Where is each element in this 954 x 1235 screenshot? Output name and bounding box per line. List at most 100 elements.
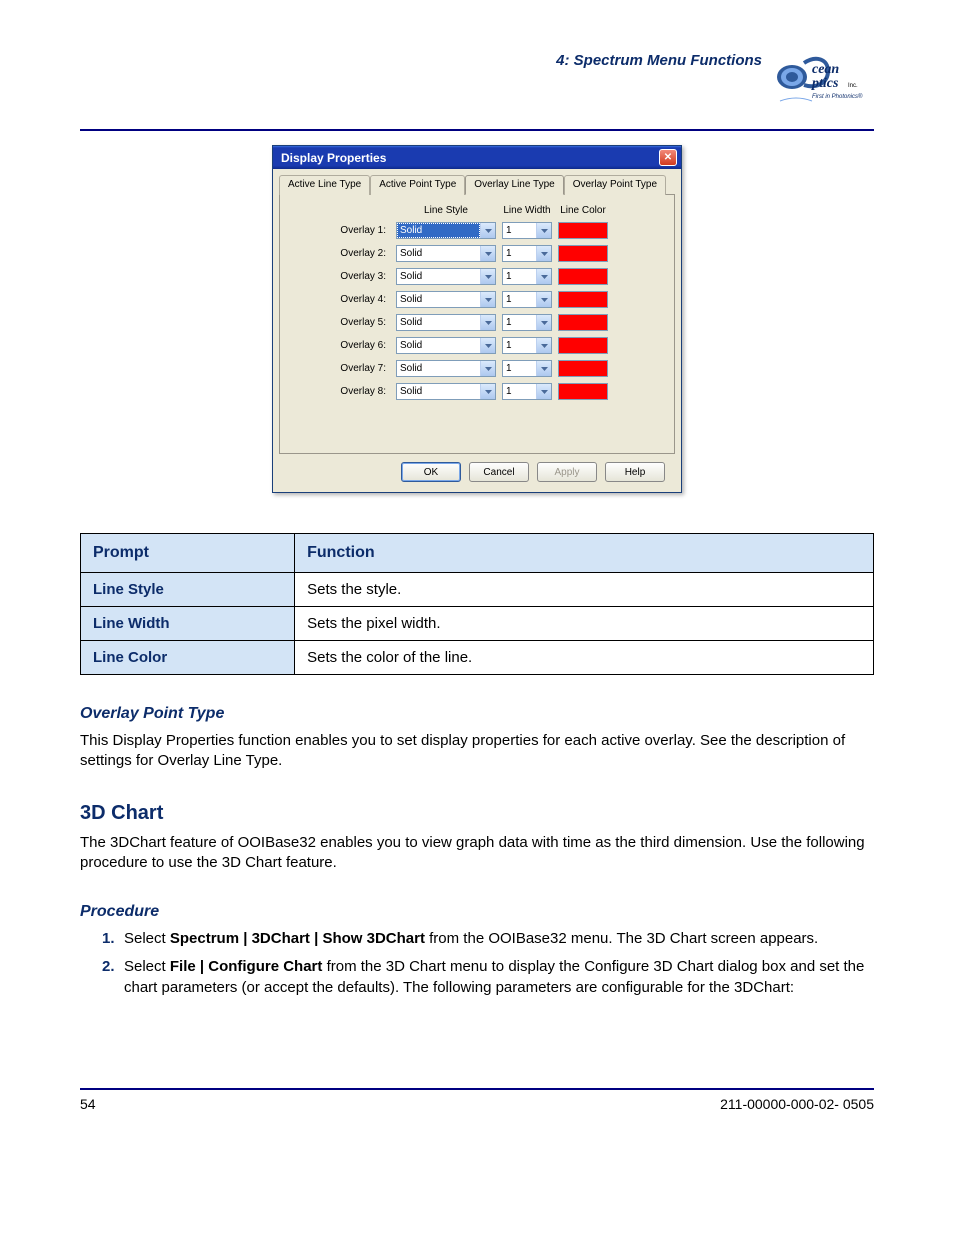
step-text: Select Spectrum | 3DChart | Show 3DChart… xyxy=(124,929,818,949)
overlay-row: Overlay 3: Solid 1 xyxy=(290,268,664,285)
line-color-swatch[interactable] xyxy=(558,245,608,262)
chevron-down-icon[interactable] xyxy=(536,292,551,307)
step-number: 1. xyxy=(102,929,124,949)
overlay-label: Overlay 8: xyxy=(290,386,390,397)
dialog-title: Display Properties xyxy=(281,151,386,165)
chevron-down-icon[interactable] xyxy=(480,292,495,307)
prompt-function-table: Prompt Function Line StyleSets the style… xyxy=(80,533,874,675)
col-line-color: Line Color xyxy=(558,205,608,216)
line-color-swatch[interactable] xyxy=(558,360,608,377)
overlay-row: Overlay 8: Solid 1 xyxy=(290,383,664,400)
tab-active-point-type[interactable]: Active Point Type xyxy=(370,175,465,195)
line-style-combo[interactable]: Solid xyxy=(396,291,496,308)
table-header-function: Function xyxy=(295,534,874,573)
tab-overlay-line-type[interactable]: Overlay Line Type xyxy=(465,175,563,195)
line-color-swatch[interactable] xyxy=(558,337,608,354)
overlay-row: Overlay 2: Solid 1 xyxy=(290,245,664,262)
heading-3d-chart: 3D Chart xyxy=(80,802,874,825)
line-width-combo[interactable]: 1 xyxy=(502,268,552,285)
line-style-combo[interactable]: Solid xyxy=(396,268,496,285)
table-row: Line StyleSets the style. xyxy=(81,573,874,607)
overlay-label: Overlay 1: xyxy=(290,225,390,236)
dialog-titlebar: Display Properties ✕ xyxy=(273,146,681,169)
chevron-down-icon[interactable] xyxy=(480,361,495,376)
svg-text:cean: cean xyxy=(812,62,839,77)
heading-overlay-point-type: Overlay Point Type xyxy=(80,705,874,723)
col-line-width: Line Width xyxy=(502,205,552,216)
cell-prompt: Line Width xyxy=(81,607,295,641)
line-width-combo[interactable]: 1 xyxy=(502,245,552,262)
chevron-down-icon[interactable] xyxy=(480,384,495,399)
text-overlay-point-type: This Display Properties function enables… xyxy=(80,731,874,772)
chevron-down-icon[interactable] xyxy=(480,269,495,284)
line-style-combo[interactable]: Solid xyxy=(396,383,496,400)
cell-prompt: Line Style xyxy=(81,573,295,607)
line-width-combo[interactable]: 1 xyxy=(502,383,552,400)
apply-button: Apply xyxy=(537,462,597,482)
table-row: Line WidthSets the pixel width. xyxy=(81,607,874,641)
line-color-swatch[interactable] xyxy=(558,383,608,400)
overlay-label: Overlay 3: xyxy=(290,271,390,282)
footer-divider xyxy=(80,1088,874,1090)
chevron-down-icon[interactable] xyxy=(480,338,495,353)
brand-logo: cean ptics Inc. First in Photonics® xyxy=(776,55,868,108)
overlay-row: Overlay 7: Solid 1 xyxy=(290,360,664,377)
page-header: 4: Spectrum Menu Functions xyxy=(80,52,874,69)
overlay-label: Overlay 7: xyxy=(290,363,390,374)
line-color-swatch[interactable] xyxy=(558,268,608,285)
line-style-combo[interactable]: Solid xyxy=(396,222,496,239)
step-text: Select File | Configure Chart from the 3… xyxy=(124,957,874,998)
overlay-row: Overlay 4: Solid 1 xyxy=(290,291,664,308)
chevron-down-icon[interactable] xyxy=(536,338,551,353)
overlay-label: Overlay 4: xyxy=(290,294,390,305)
line-style-combo[interactable]: Solid xyxy=(396,314,496,331)
chevron-down-icon[interactable] xyxy=(536,269,551,284)
line-width-combo[interactable]: 1 xyxy=(502,291,552,308)
chevron-down-icon[interactable] xyxy=(536,384,551,399)
chevron-down-icon[interactable] xyxy=(480,315,495,330)
heading-procedure: Procedure xyxy=(80,903,874,921)
header-divider xyxy=(80,129,874,131)
overlay-row: Overlay 5: Solid 1 xyxy=(290,314,664,331)
line-color-swatch[interactable] xyxy=(558,222,608,239)
line-style-combo[interactable]: Solid xyxy=(396,360,496,377)
overlay-label: Overlay 2: xyxy=(290,248,390,259)
overlay-label: Overlay 6: xyxy=(290,340,390,351)
line-color-swatch[interactable] xyxy=(558,291,608,308)
line-width-combo[interactable]: 1 xyxy=(502,337,552,354)
chevron-down-icon[interactable] xyxy=(536,246,551,261)
line-style-combo[interactable]: Solid xyxy=(396,245,496,262)
cell-function: Sets the color of the line. xyxy=(295,641,874,675)
line-style-combo[interactable]: Solid xyxy=(396,337,496,354)
table-header-prompt: Prompt xyxy=(81,534,295,573)
line-color-swatch[interactable] xyxy=(558,314,608,331)
close-icon[interactable]: ✕ xyxy=(659,149,677,166)
chevron-down-icon[interactable] xyxy=(536,315,551,330)
svg-text:ptics: ptics xyxy=(811,76,839,91)
overlay-row: Overlay 6: Solid 1 xyxy=(290,337,664,354)
overlay-label: Overlay 5: xyxy=(290,317,390,328)
table-row: Line ColorSets the color of the line. xyxy=(81,641,874,675)
cancel-button[interactable]: Cancel xyxy=(469,462,529,482)
step-number: 2. xyxy=(102,957,124,998)
cell-function: Sets the pixel width. xyxy=(295,607,874,641)
col-line-style: Line Style xyxy=(396,205,496,216)
help-button[interactable]: Help xyxy=(605,462,665,482)
page-number: 54 xyxy=(80,1096,96,1112)
ok-button[interactable]: OK xyxy=(401,462,461,482)
chevron-down-icon[interactable] xyxy=(480,246,495,261)
line-width-combo[interactable]: 1 xyxy=(502,314,552,331)
document-id: 211-00000-000-02- 0505 xyxy=(720,1096,874,1112)
svg-text:First in Photonics®: First in Photonics® xyxy=(812,93,863,100)
list-item: 1.Select Spectrum | 3DChart | Show 3DCha… xyxy=(102,929,874,949)
text-3d-chart-intro: The 3DChart feature of OOIBase32 enables… xyxy=(80,833,874,874)
chevron-down-icon[interactable] xyxy=(480,223,495,238)
cell-function: Sets the style. xyxy=(295,573,874,607)
chevron-down-icon[interactable] xyxy=(536,223,551,238)
chevron-down-icon[interactable] xyxy=(536,361,551,376)
cell-prompt: Line Color xyxy=(81,641,295,675)
tab-active-line-type[interactable]: Active Line Type xyxy=(279,175,370,195)
tab-overlay-point-type[interactable]: Overlay Point Type xyxy=(564,175,666,195)
line-width-combo[interactable]: 1 xyxy=(502,360,552,377)
line-width-combo[interactable]: 1 xyxy=(502,222,552,239)
